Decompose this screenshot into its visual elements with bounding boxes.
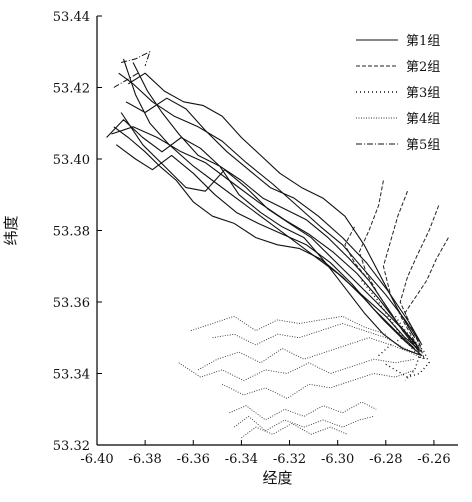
track-line <box>197 337 425 371</box>
track-line <box>120 51 151 67</box>
track-line <box>122 58 423 353</box>
x-tick-label: -6.26 <box>417 452 450 467</box>
legend-label: 第1组 <box>406 34 440 49</box>
track-line <box>344 226 423 353</box>
series-tracks <box>106 51 449 439</box>
track-line <box>113 72 139 88</box>
y-axis-ticks: 53.32 53.34 53.36 53.38 53.40 53.42 53.44 <box>53 10 102 454</box>
axes-frame <box>96 16 458 446</box>
track-line <box>190 315 386 335</box>
track-line <box>120 112 420 349</box>
x-tick-label: -6.38 <box>128 452 161 467</box>
legend-label: 第3组 <box>406 86 440 101</box>
series-3 <box>361 280 430 382</box>
track-line <box>382 191 416 342</box>
x-tick-label: -6.28 <box>369 452 402 467</box>
y-axis-label: 纬度 <box>2 215 20 245</box>
track-line <box>178 358 415 382</box>
legend-label: 第4组 <box>406 112 440 127</box>
track-line <box>118 72 420 342</box>
y-tick-label: 53.34 <box>53 368 90 383</box>
track-line <box>399 205 440 360</box>
x-axis-label: 经度 <box>262 469 292 487</box>
track-line <box>404 237 449 349</box>
track-line <box>113 126 423 357</box>
x-tick-label: -6.32 <box>273 452 306 467</box>
track-line <box>212 323 423 357</box>
track-line <box>241 423 348 439</box>
track-line <box>233 415 374 432</box>
track-line <box>229 401 377 421</box>
y-tick-label: 53.36 <box>53 296 90 311</box>
y-tick-label: 53.42 <box>53 82 90 97</box>
x-tick-label: -6.40 <box>80 452 113 467</box>
y-tick-label: 53.44 <box>53 10 90 25</box>
x-tick-label: -6.34 <box>225 452 258 467</box>
legend-label: 第2组 <box>406 60 440 75</box>
y-tick-label: 53.32 <box>53 439 90 454</box>
track-line <box>106 119 423 357</box>
y-tick-label: 53.40 <box>53 153 90 168</box>
y-tick-label: 53.38 <box>53 225 90 240</box>
track-line <box>128 72 416 338</box>
series-5 <box>113 51 151 88</box>
series-4 <box>178 315 425 439</box>
track-line <box>125 97 423 346</box>
x-tick-label: -6.36 <box>177 452 210 467</box>
series-2 <box>344 180 449 360</box>
track-line <box>394 315 421 382</box>
track-line <box>115 144 416 349</box>
x-tick-label: -6.30 <box>321 452 354 467</box>
track-line <box>221 369 415 399</box>
series-1 <box>106 58 423 357</box>
track-line <box>358 180 416 346</box>
x-axis-ticks: -6.40 -6.38 -6.36 -6.34 -6.32 -6.30 -6.28 -6.26 <box>80 440 451 467</box>
legend-label: 第5组 <box>406 138 440 153</box>
